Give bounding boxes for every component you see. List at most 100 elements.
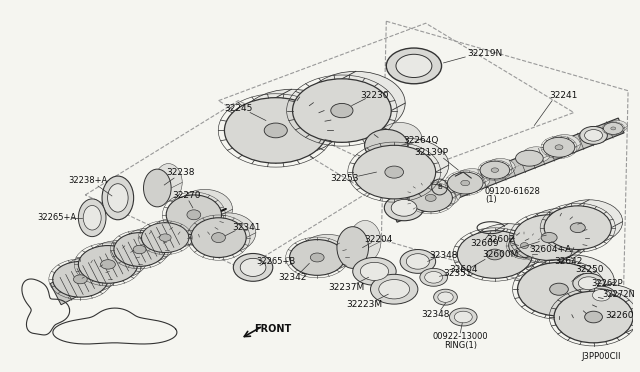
Ellipse shape: [102, 176, 134, 220]
Ellipse shape: [353, 145, 436, 199]
Ellipse shape: [234, 253, 273, 281]
Ellipse shape: [548, 135, 580, 154]
Ellipse shape: [541, 232, 557, 243]
Ellipse shape: [200, 213, 256, 253]
Ellipse shape: [580, 126, 607, 144]
Ellipse shape: [78, 246, 138, 283]
Ellipse shape: [520, 243, 529, 248]
Text: 32253: 32253: [331, 174, 359, 183]
Ellipse shape: [491, 168, 499, 172]
Text: 32223M: 32223M: [346, 299, 383, 309]
Ellipse shape: [366, 138, 449, 192]
Ellipse shape: [300, 234, 355, 270]
Ellipse shape: [438, 292, 453, 302]
Text: 09120-61628: 09120-61628: [485, 187, 541, 196]
Ellipse shape: [88, 241, 147, 278]
Ellipse shape: [123, 228, 174, 262]
Text: FRONT: FRONT: [254, 324, 291, 334]
Ellipse shape: [409, 184, 452, 212]
Ellipse shape: [143, 169, 171, 207]
Ellipse shape: [522, 147, 550, 163]
Ellipse shape: [588, 286, 615, 304]
Ellipse shape: [141, 223, 189, 253]
Text: 32241: 32241: [550, 91, 578, 100]
Text: 32348: 32348: [429, 251, 458, 260]
Text: 32262P: 32262P: [591, 279, 623, 288]
Text: 32264Q: 32264Q: [403, 136, 438, 145]
Text: 32238+A: 32238+A: [68, 176, 108, 185]
Ellipse shape: [52, 262, 108, 297]
Polygon shape: [391, 118, 624, 222]
Ellipse shape: [191, 218, 246, 257]
Text: 32270: 32270: [173, 192, 201, 201]
Ellipse shape: [573, 273, 604, 293]
Ellipse shape: [454, 311, 472, 323]
Text: 32245: 32245: [224, 104, 252, 113]
Ellipse shape: [458, 231, 532, 278]
Text: 32230: 32230: [360, 91, 388, 100]
Ellipse shape: [187, 210, 201, 220]
Ellipse shape: [74, 275, 87, 284]
Ellipse shape: [544, 206, 611, 250]
Ellipse shape: [331, 103, 353, 118]
Ellipse shape: [100, 260, 115, 269]
Text: 32602: 32602: [486, 235, 515, 244]
Text: 32604+A: 32604+A: [529, 245, 571, 254]
Ellipse shape: [150, 219, 197, 248]
Polygon shape: [51, 217, 189, 305]
Text: 32250: 32250: [575, 265, 604, 274]
Ellipse shape: [593, 289, 611, 301]
Ellipse shape: [585, 311, 602, 323]
Ellipse shape: [360, 262, 388, 280]
Text: 00922-13000: 00922-13000: [433, 332, 488, 341]
Ellipse shape: [543, 137, 575, 157]
Ellipse shape: [62, 257, 118, 292]
Ellipse shape: [379, 279, 410, 299]
Ellipse shape: [518, 262, 600, 316]
Ellipse shape: [461, 180, 470, 186]
Text: 32348: 32348: [421, 310, 450, 318]
Ellipse shape: [425, 195, 436, 201]
Ellipse shape: [159, 234, 171, 241]
Text: 32204: 32204: [364, 235, 392, 244]
Ellipse shape: [570, 223, 586, 232]
Text: 32604: 32604: [449, 265, 477, 274]
Ellipse shape: [555, 145, 563, 150]
Ellipse shape: [470, 224, 545, 271]
Ellipse shape: [434, 289, 458, 305]
Ellipse shape: [447, 172, 483, 194]
Ellipse shape: [310, 253, 324, 262]
Ellipse shape: [349, 221, 381, 262]
Ellipse shape: [516, 150, 543, 166]
Ellipse shape: [406, 254, 429, 269]
Ellipse shape: [166, 195, 221, 235]
Ellipse shape: [454, 169, 490, 190]
Ellipse shape: [307, 71, 405, 135]
Ellipse shape: [449, 308, 477, 326]
Text: 32272N: 32272N: [603, 290, 636, 299]
Ellipse shape: [240, 259, 266, 276]
Ellipse shape: [514, 215, 585, 260]
Text: 32139P: 32139P: [415, 148, 449, 157]
Ellipse shape: [509, 234, 540, 257]
Ellipse shape: [486, 158, 515, 176]
Text: 32609: 32609: [470, 239, 499, 248]
Text: 32600M: 32600M: [483, 250, 519, 259]
Ellipse shape: [486, 249, 503, 260]
Ellipse shape: [556, 200, 623, 243]
Ellipse shape: [155, 164, 182, 201]
Ellipse shape: [264, 123, 287, 138]
Text: 32237M: 32237M: [329, 283, 365, 292]
Ellipse shape: [292, 79, 391, 142]
Ellipse shape: [212, 232, 225, 243]
Ellipse shape: [550, 283, 568, 295]
Ellipse shape: [133, 245, 146, 254]
Text: 32342: 32342: [278, 273, 307, 282]
Ellipse shape: [371, 274, 418, 304]
Ellipse shape: [607, 121, 627, 132]
Ellipse shape: [225, 98, 327, 163]
Text: (1): (1): [485, 195, 497, 204]
Text: B: B: [437, 184, 442, 190]
Ellipse shape: [420, 268, 447, 286]
Ellipse shape: [526, 208, 597, 254]
